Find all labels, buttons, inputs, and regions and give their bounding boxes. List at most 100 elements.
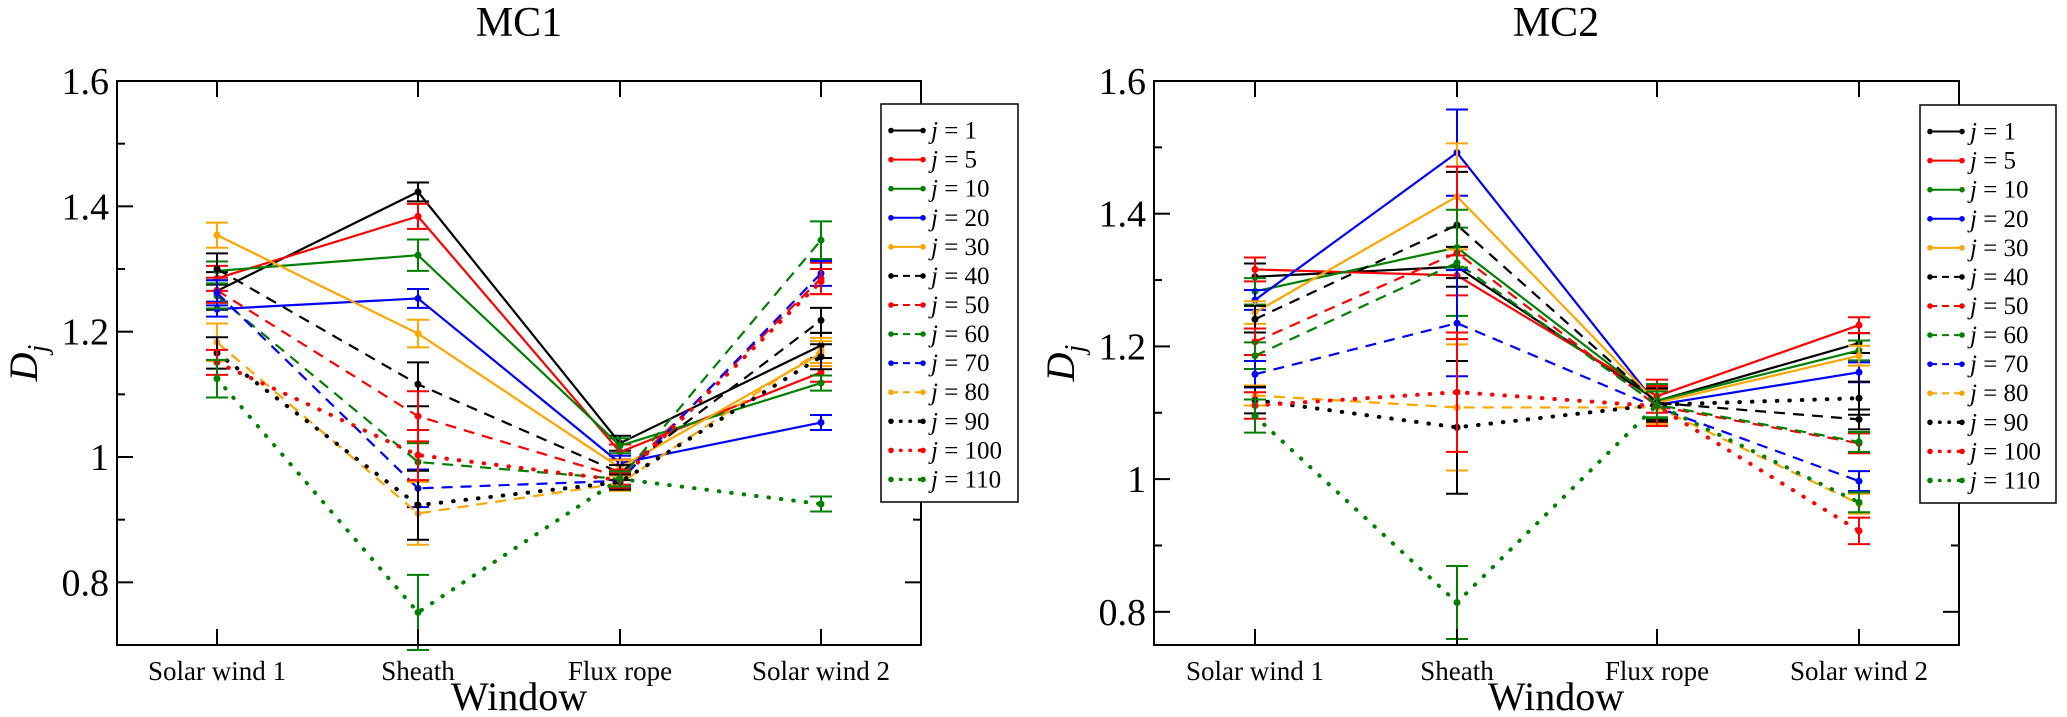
series-j-110: [1244, 390, 1870, 641]
legend-j-symbol: j: [928, 408, 938, 435]
legend-value: = 100: [938, 437, 1002, 464]
data-point: [616, 442, 624, 450]
legend-item: j = 80: [888, 379, 990, 406]
legend-box: [1919, 104, 2057, 504]
legend-j-symbol: j: [928, 321, 938, 348]
legend-marker: [1927, 128, 1933, 135]
legend-marker: [888, 331, 894, 337]
legend-marker: [888, 273, 894, 279]
legend-value: = 80: [938, 379, 990, 406]
series-line: [216, 268, 822, 474]
legend-j-symbol: j: [1967, 264, 1977, 291]
legend-label: j = 90: [928, 408, 990, 435]
legend-item: j = 90: [888, 408, 990, 435]
x-tick-label: Flux rope: [1605, 656, 1709, 686]
legend-marker: [1959, 477, 1965, 484]
legend-marker: [888, 127, 894, 134]
legend: j = 1j = 5j = 10j = 20j = 30j = 40j = 50…: [1919, 104, 2057, 504]
legend-value: = 40: [938, 263, 990, 290]
data-point: [817, 316, 825, 324]
legend-j-symbol: j: [1967, 409, 1977, 436]
y-tick-label: 0.8: [62, 562, 110, 604]
legend-marker: [1959, 448, 1965, 455]
series-line: [215, 350, 823, 508]
y-tick-label: 1.2: [1099, 326, 1147, 368]
data-point: [414, 608, 422, 616]
legend-marker: [920, 447, 926, 454]
series-j-10: [1244, 226, 1870, 419]
legend-marker: [888, 447, 894, 454]
legend-j-symbol: j: [1967, 438, 1977, 465]
series-line: [216, 272, 822, 490]
y-tick-label: 1.6: [1099, 61, 1147, 103]
legend-j-symbol: j: [928, 437, 938, 464]
legend-marker: [1927, 448, 1933, 455]
legend-marker: [920, 360, 926, 366]
legend-marker: [1959, 274, 1965, 280]
legend-marker: [920, 302, 926, 308]
legend-value: = 110: [938, 466, 1001, 493]
legend-j-symbol: j: [928, 466, 938, 493]
legend-marker: [888, 389, 894, 396]
data-point: [414, 330, 422, 338]
legend-value: = 50: [938, 292, 990, 319]
series-j-5: [206, 202, 832, 461]
series-line: [1254, 394, 1860, 505]
legend-item: j = 40: [888, 263, 990, 290]
y-tick-label: 1.2: [62, 312, 110, 354]
legend-value: = 20: [1977, 206, 2029, 233]
y-axis-label-sub: j: [23, 344, 54, 355]
legend-j-symbol: j: [1967, 380, 1977, 407]
legend-item: j = 1: [1927, 119, 2016, 146]
series-j-100: [206, 268, 832, 489]
legend-marker: [888, 185, 894, 192]
legend-marker: [1927, 245, 1933, 251]
series-j-40: [206, 252, 832, 482]
legend-item: j = 20: [888, 205, 990, 232]
legend-marker: [920, 185, 926, 192]
legend-marker: [920, 156, 926, 163]
legend-j-symbol: j: [1967, 206, 1977, 233]
legend-item: j = 90: [1927, 409, 2029, 436]
data-point: [1453, 388, 1461, 396]
series-line: [1254, 223, 1860, 421]
legend-item: j = 80: [1927, 380, 2029, 407]
plot-frame: [1153, 80, 1960, 646]
legend-value: = 60: [938, 321, 990, 348]
legend-value: = 90: [938, 408, 990, 435]
legend-marker: [920, 127, 926, 134]
legend-label: j = 10: [1967, 177, 2029, 204]
series-line: [216, 239, 822, 481]
legend-marker: [888, 244, 894, 250]
data-point: [1653, 401, 1661, 409]
series-line: [1254, 251, 1860, 445]
legend-label: j = 1: [1967, 119, 2016, 146]
series-line: [216, 277, 822, 479]
data-point: [213, 231, 221, 239]
legend-marker: [920, 244, 926, 250]
series-j-10: [206, 238, 832, 455]
legend-item: j = 60: [888, 321, 990, 348]
legend-marker: [920, 331, 926, 337]
legend-marker: [888, 302, 894, 308]
legend-value: = 20: [938, 205, 990, 232]
legend-marker: [1927, 186, 1933, 193]
legend-marker: [888, 214, 894, 221]
data-point: [817, 419, 825, 427]
legend-label: j = 110: [1967, 467, 2040, 494]
x-axis: Solar wind 1 Sheath Flux rope Solar wind 2: [1186, 81, 1928, 686]
legend-marker: [888, 156, 894, 163]
legend-marker: [1927, 274, 1933, 280]
legend-item: j = 30: [888, 234, 990, 261]
legend-item: j = 70: [1927, 351, 2029, 378]
legend-item: j = 20: [1927, 206, 2029, 233]
legend-marker: [1959, 332, 1965, 338]
legend-label: j = 90: [1967, 409, 2029, 436]
legend-j-symbol: j: [928, 176, 938, 203]
legend-marker: [1959, 419, 1965, 426]
legend-item: j = 5: [1927, 148, 2016, 175]
legend-j-symbol: j: [1967, 148, 1977, 175]
legend-item: j = 110: [888, 466, 1001, 493]
legend-label: j = 60: [928, 321, 990, 348]
